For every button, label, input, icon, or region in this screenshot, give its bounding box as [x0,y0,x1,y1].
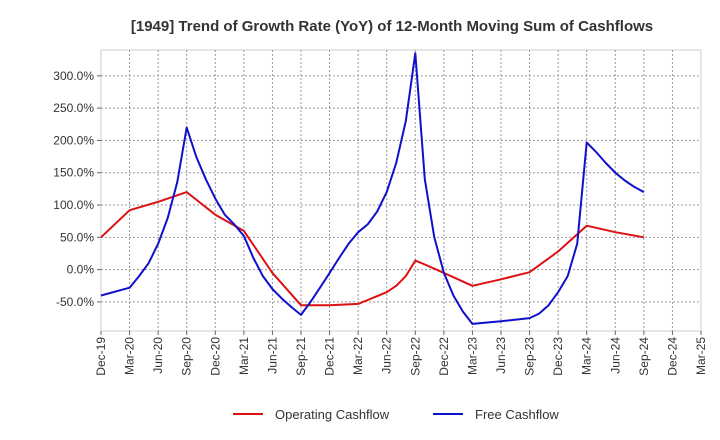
legend-item-operating-cashflow: Operating Cashflow [233,407,390,422]
x-tick-label: Jun-21 [265,337,279,374]
x-tick-label: Mar-25 [694,337,708,375]
y-tick-label: 250.0% [53,101,94,115]
legend: Operating Cashflow Free Cashflow [233,407,559,422]
legend-item-free-cashflow: Free Cashflow [433,407,559,422]
x-tick-label: Mar-23 [465,337,479,375]
y-tick-label: 200.0% [53,133,94,147]
x-tick-label: Mar-24 [580,337,594,375]
y-tick-label: 0.0% [67,263,95,277]
chart-title: [1949] Trend of Growth Rate (YoY) of 12-… [131,18,653,35]
y-tick-label: 50.0% [60,230,94,244]
x-tick-label: Dec-21 [323,337,337,376]
x-tick-label: Mar-22 [351,337,365,375]
x-tick-label: Dec-23 [551,337,565,376]
x-tick-label: Jun-23 [494,337,508,374]
x-tick-label: Sep-21 [294,337,308,376]
y-axis-ticks: -50.0% 0.0% 50.0% 100.0% 150.0% 200.0% 250.0% 3… [53,69,101,309]
x-tick-label: Sep-23 [523,337,537,376]
x-tick-label: Dec-20 [208,337,222,376]
x-tick-label: Jun-22 [380,337,394,374]
x-tick-label: Sep-22 [408,337,422,376]
x-tick-label: Mar-21 [237,337,251,375]
legend-label-operating-cashflow: Operating Cashflow [275,407,390,422]
x-axis-ticks: Dec-19 Mar-20 Jun-20 Sep-20 Dec-20 Mar-21 Jun-… [94,331,708,376]
legend-label-free-cashflow: Free Cashflow [475,407,559,422]
x-tick-label: Sep-24 [637,337,651,376]
x-tick-label: Dec-24 [665,337,679,376]
series-line-operating-cashflow [100,191,645,307]
plot-area [100,49,702,332]
y-tick-label: -50.0% [56,295,94,309]
x-tick-label: Sep-20 [180,337,194,376]
x-tick-label: Jun-24 [608,337,622,374]
y-tick-label: 150.0% [53,166,94,180]
x-tick-label: Jun-20 [151,337,165,374]
series-lines [100,52,645,325]
y-tick-label: 100.0% [53,198,94,212]
x-tick-label: Dec-22 [437,337,451,376]
series-line-free-cashflow [100,52,645,325]
x-tick-label: Mar-20 [123,337,137,375]
y-tick-label: 300.0% [53,69,94,83]
x-tick-label: Dec-19 [94,337,108,376]
grid [101,50,701,331]
